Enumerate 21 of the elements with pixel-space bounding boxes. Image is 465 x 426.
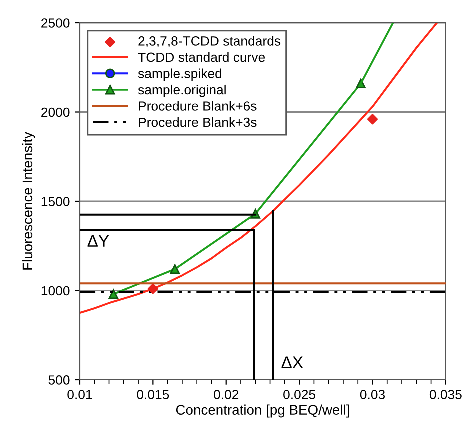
y-tick-label: 500 bbox=[48, 376, 70, 385]
legend-label: sample.spiked bbox=[138, 68, 222, 82]
legend-label: TCDD standard curve bbox=[138, 52, 266, 62]
x-tick-label: 0.03 bbox=[360, 390, 386, 400]
y-tick-label: 1500 bbox=[42, 197, 70, 206]
y-tick-label: 2500 bbox=[42, 18, 70, 28]
annotation: ΔX bbox=[282, 356, 304, 368]
y-axis-title: Fluorescence Intensity bbox=[22, 132, 36, 270]
annotation: ΔY bbox=[88, 235, 110, 247]
x-tick-label: 0.015 bbox=[137, 390, 170, 400]
x-axis-title: Concentration [pg BEQ/well] bbox=[176, 404, 350, 418]
legend-label: sample.original bbox=[138, 84, 226, 98]
legend-label: Procedure Blank+6s bbox=[139, 101, 257, 111]
x-tick-label: 0.01 bbox=[68, 390, 92, 400]
x-tick-label: 0.035 bbox=[430, 390, 462, 400]
y-tick-label: 1000 bbox=[42, 286, 70, 296]
x-tick-label: 0.025 bbox=[284, 390, 316, 400]
x-tick-label: 0.02 bbox=[214, 390, 239, 400]
legend-label: Procedure Blank+3s bbox=[139, 117, 257, 128]
y-tick-label: 2000 bbox=[42, 108, 70, 118]
legend-label: 2,3,7,8-TCDD standards bbox=[138, 36, 281, 48]
